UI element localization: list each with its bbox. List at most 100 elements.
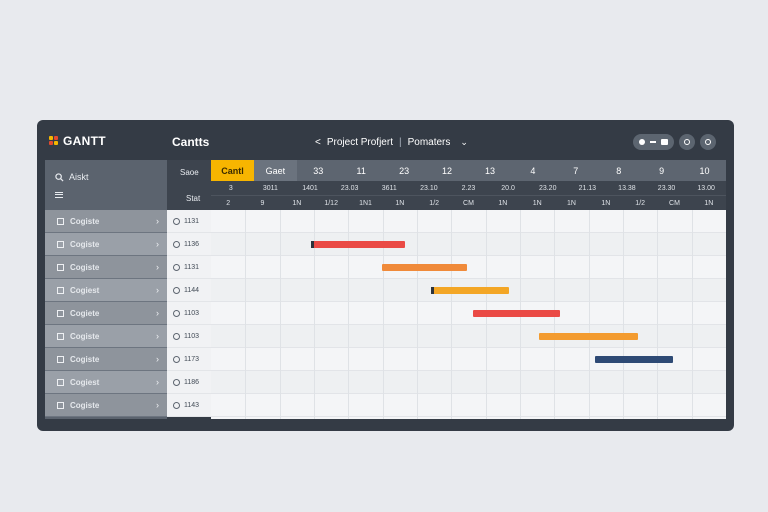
task-id: 1144	[184, 286, 200, 294]
search-icon	[55, 172, 64, 182]
task-bar[interactable]	[431, 287, 509, 294]
id-list: 1131 1136 1131 1144 1103 1103 1173 1186 1143	[167, 210, 211, 417]
timeline-header-cell[interactable]: 9	[659, 165, 665, 176]
timeline-subheader-cell: 23.10	[420, 184, 438, 192]
timeline-header-mid: 3 3011 1401 23.03 3611 23.10 2.23 20.0 23.20 21.1…	[211, 181, 726, 195]
sidebar-item[interactable]: Cogiste ›	[45, 256, 167, 279]
sidebar-item[interactable]: Cogiste ›	[45, 233, 167, 256]
task-bar[interactable]	[472, 310, 561, 317]
chevron-right-icon[interactable]: ›	[156, 216, 159, 226]
sidebar-item[interactable]: Cogiste ›	[45, 348, 167, 371]
sidebar-item-label: Cogiste	[70, 331, 100, 341]
record-icon[interactable]	[639, 139, 645, 145]
sidebar-item[interactable]: Cogiete ›	[45, 302, 167, 325]
breadcrumb-params[interactable]: Pomaters	[407, 137, 451, 148]
radio-circle-icon[interactable]	[173, 401, 180, 409]
menu-icon[interactable]	[55, 192, 63, 198]
task-start-marker	[431, 287, 435, 294]
timeline-subheader-cell: 1401	[302, 184, 318, 192]
back-icon[interactable]: <	[315, 137, 321, 148]
sidebar-item[interactable]: Cogiest ›	[45, 371, 167, 394]
grid-line	[314, 210, 315, 419]
sidebar-list: Cogiste › Cogiste › Cogiste › Cogiest › Cogiete ›…	[45, 210, 167, 417]
timeline-header-cell[interactable]: 8	[616, 165, 622, 176]
chevron-right-icon[interactable]: ›	[156, 262, 159, 272]
id-row[interactable]: 1103	[167, 302, 211, 325]
radio-circle-icon[interactable]	[173, 378, 180, 386]
chevron-right-icon[interactable]: ›	[156, 354, 159, 364]
radio-circle-icon[interactable]	[173, 309, 180, 317]
task-bar[interactable]	[311, 241, 405, 248]
sidebar-item[interactable]: Cogiste ›	[45, 325, 167, 348]
radio-circle-icon[interactable]	[173, 332, 180, 340]
id-row[interactable]: 1131	[167, 256, 211, 279]
timeline-unit-cell: 2	[226, 199, 231, 207]
folder-icon[interactable]	[661, 139, 668, 145]
radio-circle-icon[interactable]	[173, 240, 180, 248]
app-logo[interactable]: GANTT	[49, 134, 106, 148]
timeline-subheader-cell: 13.38	[618, 184, 636, 192]
sidebar-item[interactable]: Cogiest ›	[45, 279, 167, 302]
task-bar[interactable]	[381, 264, 467, 271]
window-controls	[633, 134, 716, 150]
timeline-unit-cell: 1N	[567, 199, 576, 207]
id-row[interactable]: 1173	[167, 348, 211, 371]
sidebar-search-label: Aiskt	[69, 172, 89, 182]
breadcrumb-project[interactable]: Project Profjert	[326, 137, 393, 148]
task-id: 1131	[184, 263, 200, 271]
timeline-header-cell[interactable]: Gaet	[253, 160, 297, 181]
grid-line	[451, 210, 452, 419]
gantt-grid	[211, 210, 726, 419]
task-start-marker	[311, 241, 315, 248]
sidebar-item[interactable]: Cogiste ›	[45, 394, 167, 417]
chevron-right-icon[interactable]: ›	[156, 308, 159, 318]
view-toggle-group[interactable]	[633, 134, 674, 150]
task-icon	[57, 355, 64, 363]
timeline-subheader-cell: 3011	[262, 184, 278, 192]
chevron-down-icon[interactable]: ⌄	[460, 137, 468, 147]
timeline-header-cell[interactable]: 11	[356, 165, 366, 176]
timeline-unit-cell: 1N	[532, 199, 542, 207]
id-row[interactable]: 1136	[167, 233, 211, 256]
timeline-header-cell[interactable]: 7	[573, 165, 579, 176]
grid-row	[211, 348, 726, 371]
sidebar: Aiskt Cogiste › Cogiste › Cogiste › Cogiest › Co…	[45, 160, 167, 419]
chevron-right-icon[interactable]: ›	[156, 331, 159, 341]
settings-button[interactable]	[679, 134, 695, 150]
timeline-header-cell[interactable]: 12	[442, 165, 453, 176]
chevron-right-icon[interactable]: ›	[156, 239, 159, 249]
grid-line	[280, 210, 281, 419]
timeline-subheader-cell: 3611	[381, 184, 397, 192]
id-row[interactable]: 1186	[167, 371, 211, 394]
title-bar: GANTT Cantts < Project Profjert | Pomate…	[37, 120, 734, 160]
id-column-header: Saoe Stat	[167, 160, 211, 210]
sidebar-item-label: Cogiste	[70, 216, 100, 226]
chevron-right-icon[interactable]: ›	[156, 400, 159, 410]
timeline-header-cell[interactable]: 33	[313, 165, 324, 176]
id-row[interactable]: 1144	[167, 279, 211, 302]
sidebar-search[interactable]: Aiskt	[55, 172, 89, 182]
timeline-header-cell[interactable]: 13	[484, 165, 495, 176]
radio-circle-icon[interactable]	[173, 286, 180, 294]
timeline-unit-cell: 1/2	[429, 199, 440, 207]
id-row[interactable]: 1103	[167, 325, 211, 348]
minimize-icon[interactable]	[650, 141, 656, 143]
timeline-header-cell[interactable]: 23	[399, 165, 410, 176]
radio-circle-icon[interactable]	[173, 355, 180, 363]
info-button[interactable]	[700, 134, 716, 150]
task-id: 1173	[184, 355, 200, 363]
timeline-header-cell[interactable]: 10	[699, 165, 710, 176]
sidebar-item[interactable]: Cogiste ›	[45, 210, 167, 233]
timeline-header-cell[interactable]: Cantl	[211, 160, 254, 181]
id-row[interactable]: 1131	[167, 210, 211, 233]
chevron-right-icon[interactable]: ›	[156, 285, 159, 295]
grid-line	[623, 210, 624, 419]
id-row[interactable]: 1143	[167, 394, 211, 417]
timeline-header-cell[interactable]: 4	[530, 165, 536, 176]
chevron-right-icon[interactable]: ›	[156, 377, 159, 387]
task-bar[interactable]	[538, 333, 639, 340]
radio-circle-icon[interactable]	[173, 217, 180, 225]
timeline-subheader-cell: 13.00	[697, 184, 715, 192]
task-bar[interactable]	[595, 356, 673, 363]
radio-circle-icon[interactable]	[173, 263, 180, 271]
